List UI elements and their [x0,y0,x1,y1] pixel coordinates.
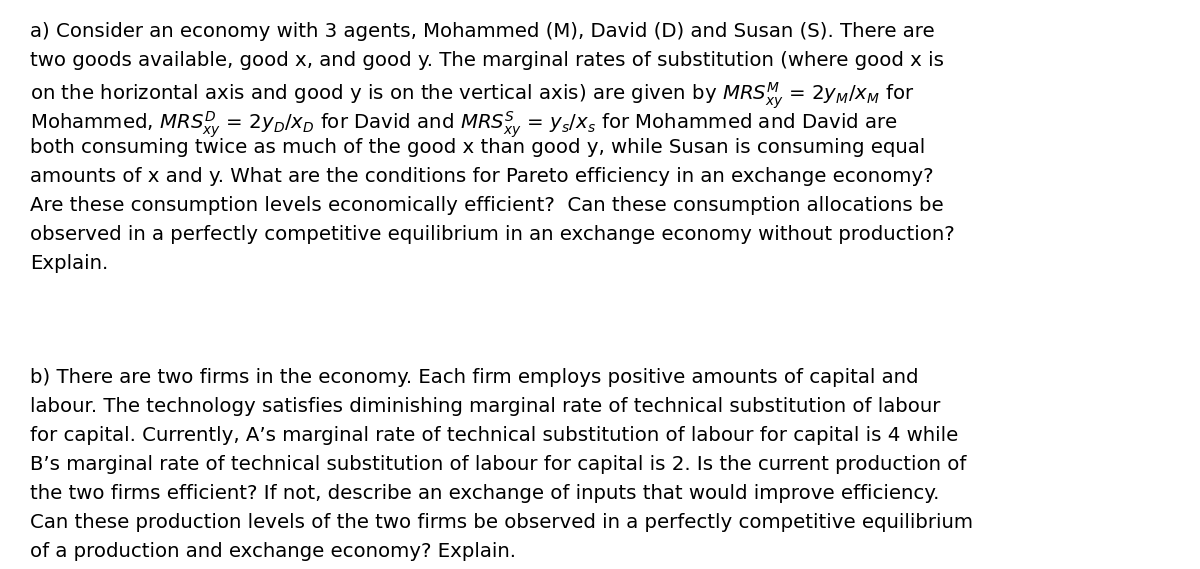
Text: for capital. Currently, A’s marginal rate of technical substitution of labour fo: for capital. Currently, A’s marginal rat… [30,426,959,445]
Text: B’s marginal rate of technical substitution of labour for capital is 2. Is the c: B’s marginal rate of technical substitut… [30,455,966,474]
Text: amounts of x and y. What are the conditions for Pareto efficiency in an exchange: amounts of x and y. What are the conditi… [30,167,934,186]
Text: on the horizontal axis and good y is on the vertical axis) are given by $\mathit: on the horizontal axis and good y is on … [30,80,914,110]
Text: labour. The technology satisfies diminishing marginal rate of technical substitu: labour. The technology satisfies diminis… [30,397,941,416]
Text: Are these consumption levels economically efficient?  Can these consumption allo: Are these consumption levels economicall… [30,196,943,215]
Text: the two firms efficient? If not, describe an exchange of inputs that would impro: the two firms efficient? If not, describ… [30,484,940,503]
Text: two goods available, good x, and good y. The marginal rates of substitution (whe: two goods available, good x, and good y.… [30,51,944,70]
Text: a) Consider an economy with 3 agents, Mohammed (M), David (D) and Susan (S). The: a) Consider an economy with 3 agents, Mo… [30,22,935,41]
Text: Explain.: Explain. [30,254,108,273]
Text: Can these production levels of the two firms be observed in a perfectly competit: Can these production levels of the two f… [30,513,973,532]
Text: observed in a perfectly competitive equilibrium in an exchange economy without p: observed in a perfectly competitive equi… [30,225,955,244]
Text: Mohammed, $\mathit{MRS}^{D}_{xy}$ = 2$y_D$/$x_D$ for David and $\mathit{MRS}^{S}: Mohammed, $\mathit{MRS}^{D}_{xy}$ = 2$y_… [30,109,898,139]
Text: of a production and exchange economy? Explain.: of a production and exchange economy? Ex… [30,542,516,561]
Text: b) There are two firms in the economy. Each firm employs positive amounts of cap: b) There are two firms in the economy. E… [30,368,918,387]
Text: both consuming twice as much of the good x than good y, while Susan is consuming: both consuming twice as much of the good… [30,138,925,157]
